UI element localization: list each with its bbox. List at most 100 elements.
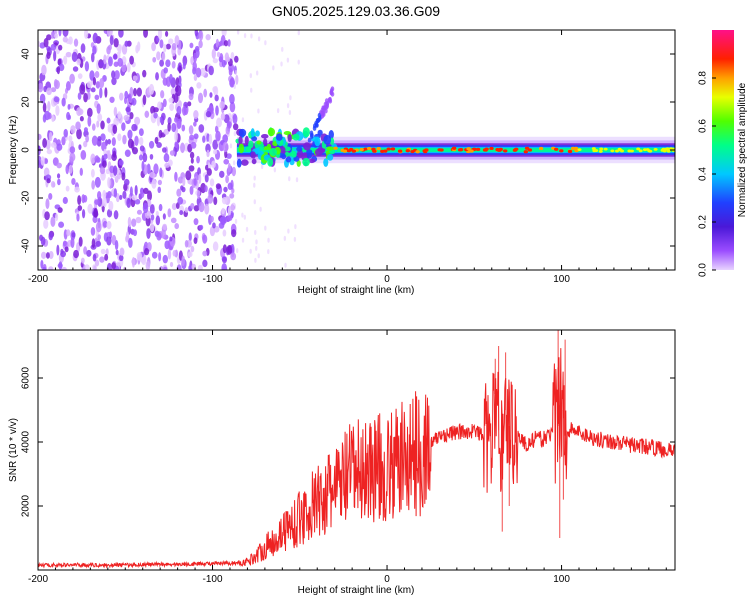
spectrogram-noise-cell (58, 30, 62, 37)
spectrogram-carrier-peak (415, 150, 420, 154)
spectrogram-noise-cell (181, 105, 187, 116)
spectrogram-carrier-peak (648, 149, 653, 153)
spectrogram-noise-cell (176, 188, 182, 197)
spectrogram-acquisition-cell (250, 128, 255, 138)
snr-series-line (38, 348, 675, 569)
spectrogram-acquisition-cell (260, 133, 269, 139)
spectrogram-noise-cell (156, 232, 162, 241)
spectrogram-carrier-peak (469, 149, 474, 153)
spectrogram-noise-cell (134, 184, 138, 196)
spectrogram-noise-cell (151, 178, 157, 189)
spectrogram-noise-cell (118, 254, 124, 262)
spectrogram-noise-cell (95, 240, 102, 247)
spectrogram-noise-cell (197, 92, 204, 104)
spectrogram-noise-cell (111, 77, 117, 86)
spectrogram-noise-cell (162, 77, 168, 86)
spectrogram-noise-cell (234, 69, 238, 75)
spectrogram-noise-cell (177, 176, 184, 184)
spectrogram-noise-cell (48, 250, 54, 260)
spectrogram-noise-cell (142, 202, 149, 214)
spectrogram-noise-cell (93, 265, 97, 270)
spectrogram-carrier-peak (598, 150, 603, 153)
spectrogram-noise-cell (131, 195, 138, 201)
spectrogram-noise-cell (43, 38, 49, 48)
spectrogram-noise-cell (230, 203, 235, 213)
spectrogram-carrier-peak (376, 146, 381, 151)
spectrogram-noise-cell (154, 136, 159, 145)
spectrogram-noise-cell (139, 145, 145, 152)
spectrogram-noise-cell (152, 56, 157, 63)
spectrogram-noise-cell (90, 153, 96, 165)
spectrogram-noise-cell (286, 103, 290, 109)
spectrogram-noise-cell (118, 30, 124, 38)
spectrogram-noise-cell (94, 71, 100, 78)
spectrogram-noise-cell (227, 182, 233, 190)
spectrogram-noise-cell (127, 129, 133, 140)
spectrogram-noise-cell (189, 151, 195, 159)
spectrogram-noise-cell (184, 207, 189, 213)
spectrogram-noise-cell (79, 116, 84, 122)
colorbar-tick-label: 0.0 (698, 263, 709, 277)
spectrogram-noise-cell (193, 121, 197, 127)
spectrogram-noise-cell (69, 73, 75, 84)
spectrogram-noise-cell (146, 228, 151, 239)
spectrogram-noise-cell (179, 210, 184, 216)
spectrogram-acquisition-cell (317, 129, 323, 136)
spectrogram-noise-cell (149, 204, 155, 214)
spectrogram-noise-cell (211, 48, 216, 60)
spectrogram-noise-cell (199, 67, 206, 77)
spectrogram-carrier-peak (538, 146, 544, 151)
spectrogram-noise-cell (43, 85, 48, 93)
spectrogram-noise-cell (259, 206, 262, 212)
spectrogram-carrier-peak (346, 149, 352, 153)
spectrogram-noise-cell (108, 200, 114, 211)
spectrogram-noise-cell (193, 205, 200, 212)
spectrogram-noise-cell (182, 176, 186, 187)
spectrogram-noise-cell (63, 55, 68, 65)
spectrogram-noise-cell (168, 97, 174, 103)
spectrogram-noise-cell (103, 54, 107, 65)
spectrogram-noise-cell (189, 42, 194, 49)
spectrogram-noise-cell (223, 40, 229, 47)
spectrogram-noise-cell (253, 182, 256, 188)
spectrogram-noise-cell (83, 246, 88, 255)
spectrogram-noise-cell (67, 114, 72, 120)
spectrogram-acquisition-cell (244, 135, 249, 146)
spectrogram-noise-cell (62, 30, 69, 37)
spectrogram-noise-cell (92, 253, 97, 262)
spectrogram-noise-cell (184, 239, 189, 248)
spectrogram-noise-cell (233, 131, 237, 137)
spectrogram-noise-cell (131, 97, 137, 106)
spectrogram-noise-cell (124, 40, 129, 47)
spectrogram-noise-cell (255, 70, 259, 76)
spectrogram-noise-cell (77, 195, 82, 206)
snr-y-label: SNR (10 * v/v) (8, 418, 19, 482)
spectrogram-noise-cell (113, 53, 118, 60)
spectrogram-noise-cell (205, 111, 212, 118)
colorbar-label: Normalized spectral amplitude (737, 82, 748, 217)
spectrogram-noise-cell (193, 74, 198, 81)
spectrogram-noise-cell (68, 135, 73, 143)
spectrogram-noise-cell (128, 237, 133, 248)
spectrogram-noise-cell (216, 51, 221, 58)
spectrogram-noise-cell (163, 128, 170, 135)
spectrogram-noise-cell (170, 217, 177, 224)
spectrogram-noise-cell (76, 128, 82, 140)
spectrogram-noise-cell (158, 203, 163, 212)
spectrogram-carrier-peak (617, 147, 622, 151)
spectrogram-noise-cell (71, 51, 78, 62)
spectrogram-x-tick-label: 0 (384, 274, 390, 285)
spectrogram-noise-cell (136, 41, 141, 52)
spectrogram-noise-cell (76, 58, 81, 66)
spectrogram-noise-cell (56, 66, 61, 75)
spectrogram-noise-cell (214, 94, 219, 102)
spectrogram-noise-cell (86, 249, 92, 257)
spectrogram-noise-cell (55, 105, 60, 116)
spectrogram-branch-cell (330, 91, 335, 97)
spectrogram-noise-cell (161, 147, 167, 153)
spectrogram-noise-cell (200, 182, 207, 194)
spectrogram-noise-cell (215, 183, 222, 190)
spectrogram-noise-cell (56, 143, 63, 151)
spectrogram-noise-cell (158, 252, 162, 262)
